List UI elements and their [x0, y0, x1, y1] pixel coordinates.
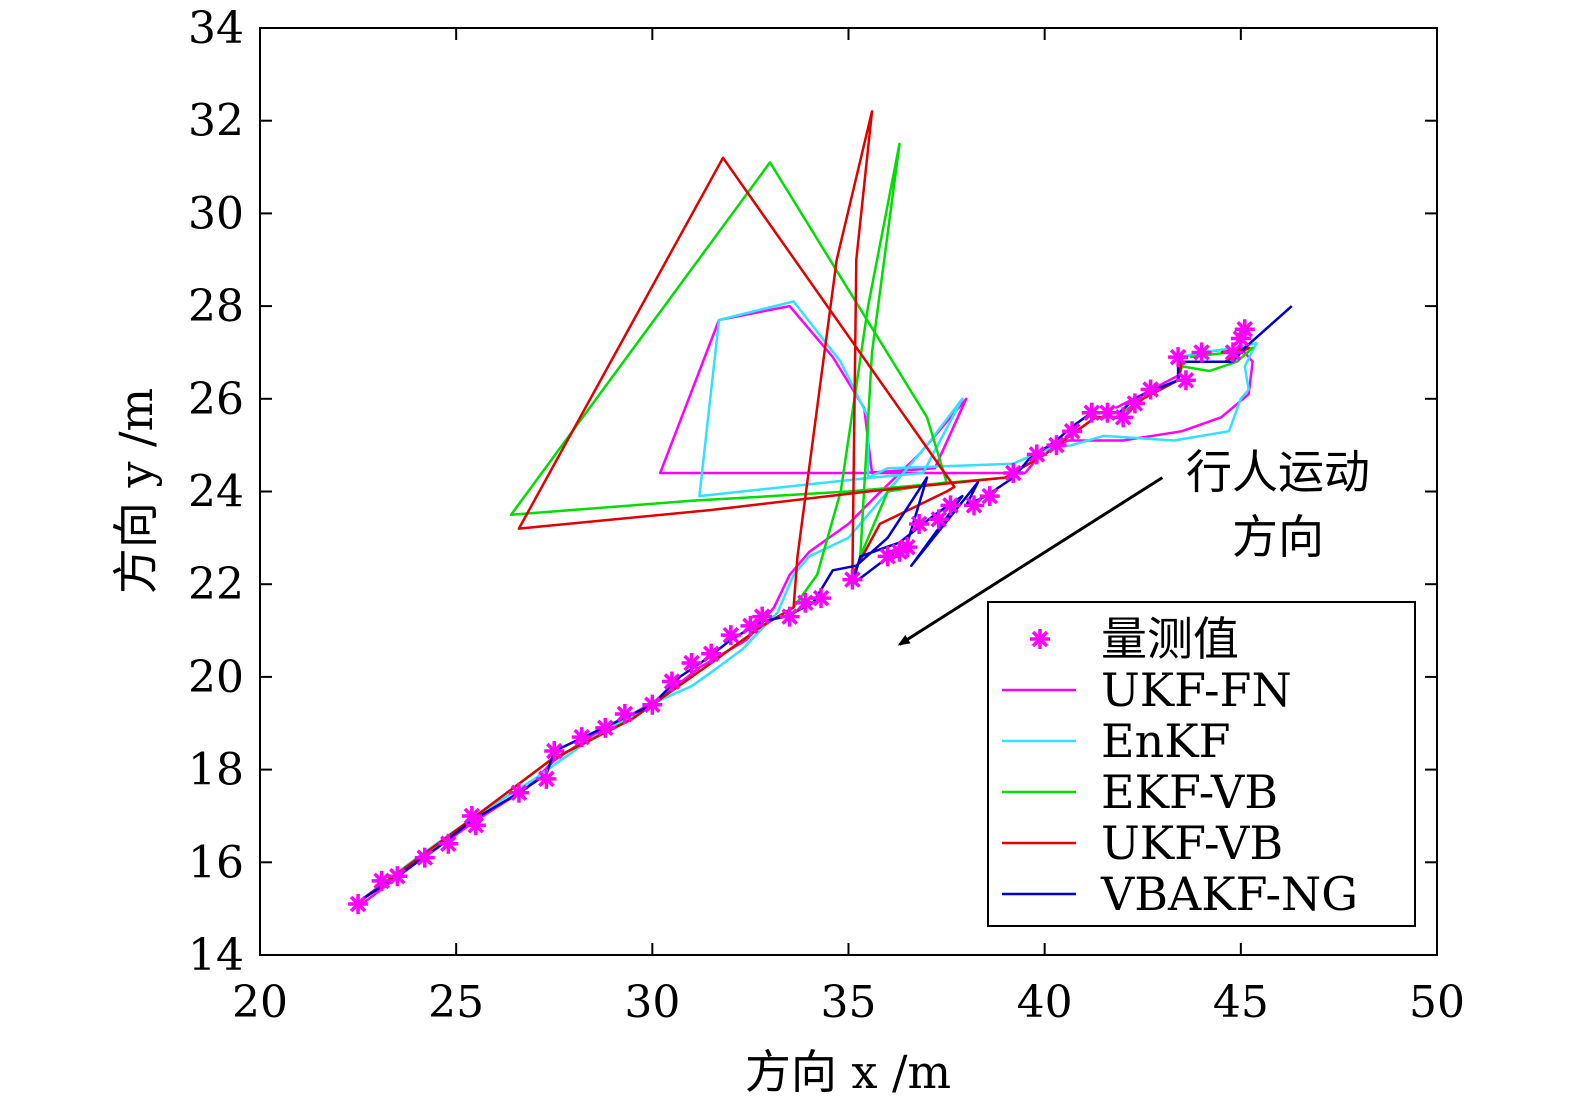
- legend-label: EnKF: [1101, 714, 1231, 768]
- measurement-marker: [1123, 391, 1147, 416]
- legend-label: 量测值: [1101, 612, 1239, 666]
- measurement-marker: [436, 832, 461, 856]
- measurement-marker: [534, 767, 559, 791]
- legend-label: VBAKF-NG: [1100, 867, 1358, 921]
- measurement-marker: [750, 604, 774, 629]
- y-tick-label: 22: [188, 559, 244, 610]
- measurement-marker: [738, 614, 763, 638]
- measurement-marker: [1095, 400, 1120, 425]
- legend-label: EKF-VB: [1101, 765, 1278, 819]
- measurement-marker: [1174, 368, 1198, 393]
- x-tick-label: 25: [428, 977, 484, 1028]
- measurement-marker: [793, 590, 818, 615]
- y-tick-label: 30: [188, 188, 244, 239]
- legend-marker-measurements: [1028, 627, 1052, 651]
- y-tick-label: 24: [188, 467, 244, 518]
- measurement-marker: [385, 864, 410, 888]
- measurement-marker: [719, 623, 743, 647]
- measurement-marker: [569, 725, 594, 749]
- x-tick-label: 30: [624, 977, 680, 1028]
- x-tick-label: 35: [821, 977, 877, 1028]
- y-tick-label: 20: [188, 652, 244, 703]
- measurement-marker: [1060, 419, 1084, 443]
- x-axis-label: 方向 x /m: [745, 1045, 951, 1099]
- measurement-marker: [1138, 377, 1163, 402]
- x-tick-label: 40: [1017, 977, 1073, 1028]
- y-tick-label: 16: [188, 837, 244, 888]
- measurement-marker: [840, 567, 865, 592]
- measurement-marker: [699, 641, 723, 666]
- measurement-marker: [679, 651, 704, 675]
- y-tick-label: 28: [188, 281, 244, 332]
- measurement-marker: [413, 845, 437, 870]
- direction-arrow: [897, 476, 1164, 646]
- measurement-marker: [593, 716, 618, 740]
- annotation-text-line-2: 方向: [1232, 510, 1324, 564]
- x-tick-label: 20: [232, 977, 288, 1028]
- y-tick-label: 14: [188, 930, 244, 981]
- y-tick-label: 32: [188, 96, 244, 147]
- measurement-marker: [640, 692, 665, 717]
- legend-box: [987, 601, 1416, 927]
- measurement-marker: [660, 669, 684, 694]
- measurement-marker: [1189, 340, 1214, 365]
- x-tick-label: 45: [1213, 977, 1269, 1028]
- measurement-marker: [542, 739, 566, 763]
- y-tick-label: 26: [188, 374, 244, 425]
- y-tick-label: 18: [188, 745, 244, 796]
- axis-ticks: 20 25 30 35 40 45 50 14 16 18 20 22 24 26 28 30 32 34: [188, 3, 1465, 1028]
- measurement-marker: [507, 781, 531, 805]
- direction-annotation: 行人运动 方向: [897, 445, 1370, 646]
- measurement-marker: [907, 512, 931, 536]
- measurement-marker: [962, 493, 986, 518]
- measurement-marker: [613, 702, 637, 726]
- measurement-marker: [977, 484, 1002, 508]
- y-tick-label: 34: [188, 3, 244, 54]
- measurement-marker: [895, 535, 920, 559]
- series-line-enkf: [361, 300, 1258, 901]
- measurement-marker: [1233, 317, 1257, 342]
- series-line-ukf-vb: [361, 110, 1250, 901]
- measurement-marker: [346, 892, 370, 916]
- measurement-marker: [1166, 345, 1190, 369]
- annotation-text-line-1: 行人运动: [1186, 445, 1370, 499]
- measurement-marker: [464, 813, 488, 837]
- legend-label: UKF-FN: [1101, 663, 1292, 717]
- x-tick-label: 50: [1409, 977, 1465, 1028]
- measurement-marker: [1025, 442, 1049, 467]
- y-axis-label: 方向 y /m: [109, 388, 163, 594]
- legend-label: UKF-VB: [1101, 816, 1283, 870]
- measurement-marker: [809, 586, 833, 610]
- measurement-marker: [777, 604, 802, 629]
- measurement-marker: [1044, 433, 1069, 457]
- measurement-marker: [1001, 461, 1026, 485]
- measurement-marker: [369, 869, 394, 893]
